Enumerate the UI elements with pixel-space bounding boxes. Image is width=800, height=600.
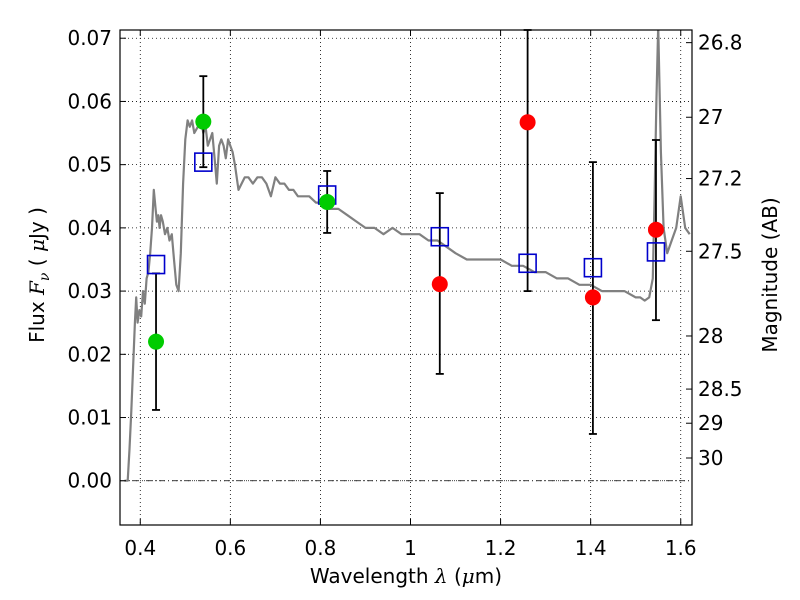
y-tick-label: 0.01	[67, 406, 112, 430]
plot-frame	[119, 29, 693, 526]
x-tick-label: 1.6	[665, 536, 697, 560]
y-axis-title: Flux Fν ( μJy )	[25, 207, 53, 343]
green-photometry-point	[319, 193, 336, 210]
model-square-marker	[146, 254, 166, 275]
y-tick-label: 0.07	[67, 26, 112, 50]
model-square-marker	[194, 152, 213, 172]
y-tick-label: 0.06	[67, 89, 112, 113]
x-tick-label: 1	[404, 536, 417, 560]
y2-axis-title: Magnitude (AB)	[758, 197, 782, 352]
y-tick-label: 0.00	[67, 469, 112, 493]
x-axis-title: Wavelength λ (μm)	[310, 564, 502, 588]
template-sed	[124, 30, 691, 482]
y2-tick-label: 30	[698, 446, 723, 470]
x-tick-label: 0.8	[305, 536, 337, 560]
y-tick-label: 0.03	[67, 279, 112, 303]
model-square-marker	[430, 226, 450, 247]
red-photometry-point	[519, 114, 536, 131]
x-tick-label: 0.4	[124, 536, 156, 560]
green-photometry-point	[148, 333, 165, 350]
red-photometry-point	[431, 276, 448, 293]
y2-tick-label: 26.8	[698, 31, 743, 55]
y2-tick-label: 27.2	[698, 167, 743, 191]
y-tick-label: 0.05	[67, 153, 112, 177]
y2-tick-label: 28	[698, 324, 723, 348]
sed-template-line	[124, 30, 691, 482]
red-photometry-point	[647, 221, 664, 238]
tick-labels: 0.4 0.6 0.8 1 1.2 1.4 1.6 0.00 0.01 0.02 0.03 0.04 0…	[67, 26, 742, 560]
y2-tick-label: 29	[698, 411, 723, 435]
data-points	[146, 113, 666, 350]
model-square-marker	[646, 242, 666, 262]
y2-tick-label: 27	[698, 105, 723, 129]
y-tick-label: 0.02	[67, 342, 112, 366]
y-tick-label: 0.04	[67, 216, 112, 240]
x-tick-label: 0.6	[214, 536, 246, 560]
model-square-marker	[583, 257, 603, 278]
y2-tick-label: 28.5	[698, 377, 743, 401]
y2-tick-label: 27.5	[698, 239, 743, 263]
x-tick-label: 1.2	[485, 536, 517, 560]
green-photometry-point	[195, 113, 212, 130]
red-photometry-point	[584, 289, 601, 306]
x-tick-label: 1.4	[575, 536, 607, 560]
model-square-marker	[518, 253, 537, 274]
axis-ticks	[120, 30, 692, 525]
